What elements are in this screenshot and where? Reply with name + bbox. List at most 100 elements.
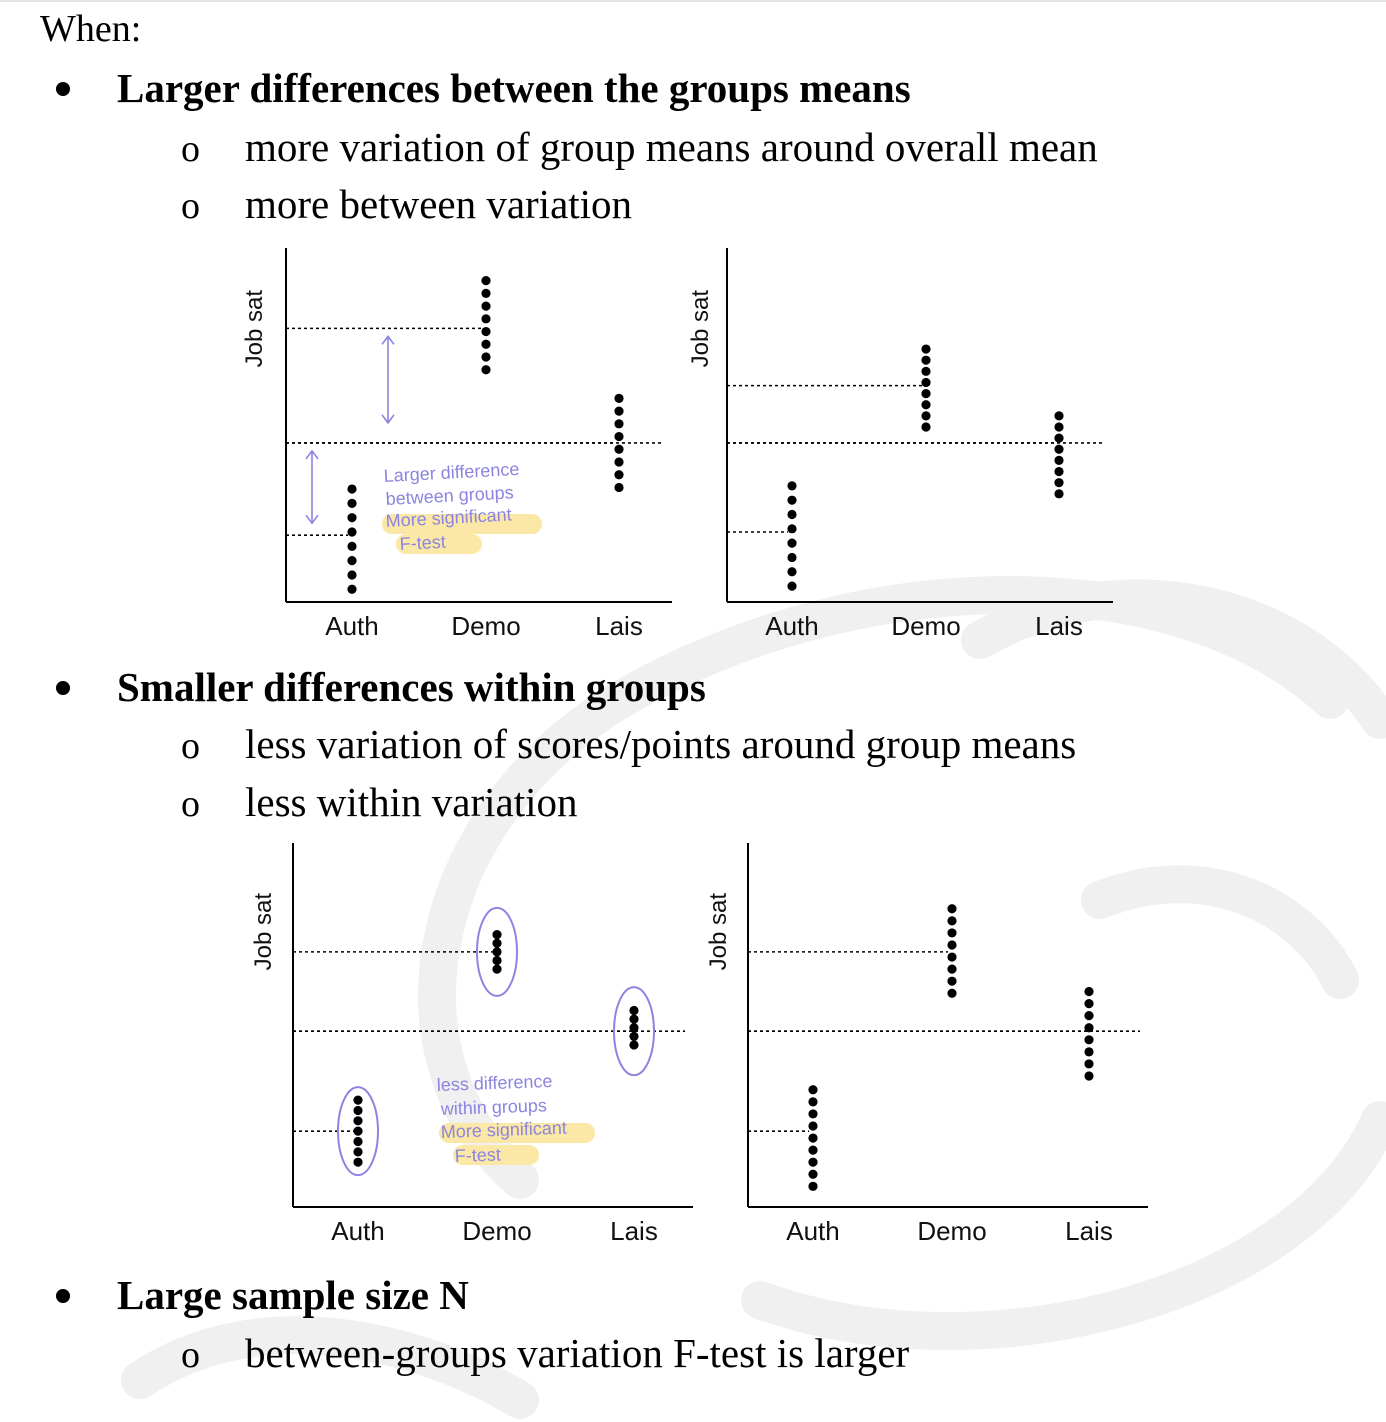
data-point [947,964,957,974]
data-point [921,422,931,432]
data-point [787,509,797,520]
arrow-head-icon [305,449,319,460]
data-point [947,916,957,926]
data-point [787,524,797,534]
data-point [947,928,957,938]
top-divider [0,0,1386,2]
data-point [481,301,491,311]
data-point [629,1040,639,1050]
handwritten-note: within groups [439,1095,547,1119]
handwritten-note: less difference [436,1071,552,1095]
data-point [947,976,957,986]
data-point [808,1133,818,1143]
data-point [481,326,491,337]
sub-bullet-icon: o [181,185,200,227]
data-point [492,964,502,974]
intro-label: When: [40,8,142,50]
data-point [947,988,957,998]
x-tick-label: Lais [595,611,643,641]
section-subitem: less within variation [245,779,578,825]
data-point [614,444,624,454]
data-point [614,482,624,493]
x-tick-label: Demo [451,611,520,641]
data-point [492,955,502,966]
sub-bullet-icon: o [181,783,200,825]
data-point [1054,466,1064,477]
data-point [492,930,502,940]
group-circle-annotation [337,1086,379,1177]
data-point [921,366,931,376]
arrow-head-icon [381,335,395,345]
data-point [1054,489,1064,499]
data-point [614,457,624,467]
x-tick-label: Demo [462,1216,531,1246]
data-point [353,1147,363,1157]
x-tick-label: Lais [610,1216,658,1246]
data-point [481,276,491,286]
section-subitem: between-groups variation F-test is large… [245,1330,910,1376]
sub-bullet-icon: o [181,1334,200,1376]
data-point [614,470,624,480]
data-point [787,495,797,505]
data-point [808,1097,818,1107]
data-point [347,570,357,580]
data-point [614,431,624,442]
highlight-mark [396,534,482,554]
data-point [947,952,957,962]
x-tick-label: Lais [1065,1216,1113,1246]
handwritten-note: Larger difference [383,459,520,486]
data-point [1084,1011,1094,1021]
data-point [1084,1059,1094,1069]
data-point [1054,455,1064,466]
data-point [629,1031,639,1041]
data-point [1084,1071,1094,1081]
data-point [947,904,957,914]
data-point [614,406,624,416]
data-point [492,938,502,948]
data-point [1084,1023,1094,1033]
handwritten-note: F-test [399,532,446,554]
data-point [614,419,624,429]
data-point [1054,422,1064,432]
data-point [347,527,357,537]
data-point [1084,998,1094,1009]
highlight-mark [439,1123,595,1143]
data-point [921,377,931,388]
section-heading-between: Larger differences between the groups me… [117,65,911,111]
x-tick-label: Lais [1035,611,1083,641]
bullet-icon [56,82,70,96]
highlight-mark [382,514,542,534]
chart-between-small: Job sat Auth Demo Lais [687,248,1113,641]
data-point [481,339,491,349]
data-point [481,365,491,375]
data-point [787,581,797,591]
y-axis-label: Job sat [241,290,268,368]
data-point [347,556,357,566]
data-point [1084,1047,1094,1057]
data-point [353,1116,363,1126]
data-point [347,484,357,494]
data-point [347,498,357,508]
data-point [629,1005,639,1016]
group-circle-annotation [613,986,655,1077]
data-point [808,1169,818,1179]
data-point [1084,1035,1094,1045]
data-point [481,288,491,298]
data-point [353,1105,363,1116]
data-point [921,344,931,354]
chart-within-small: Job sat Auth Demo Lais less differencewithin… [250,843,693,1246]
data-point [808,1157,818,1167]
section-heading-sample: Large sample size N [117,1272,469,1318]
data-point [347,513,357,523]
data-point [808,1109,818,1119]
y-axis-label: Job sat [705,893,732,971]
data-point [808,1181,818,1191]
x-tick-label: Auth [765,611,819,641]
data-point [481,352,491,362]
handwritten-note: More significant [440,1118,567,1142]
bullet-icon [56,1289,70,1303]
x-tick-label: Auth [331,1216,385,1246]
data-point [614,393,624,403]
